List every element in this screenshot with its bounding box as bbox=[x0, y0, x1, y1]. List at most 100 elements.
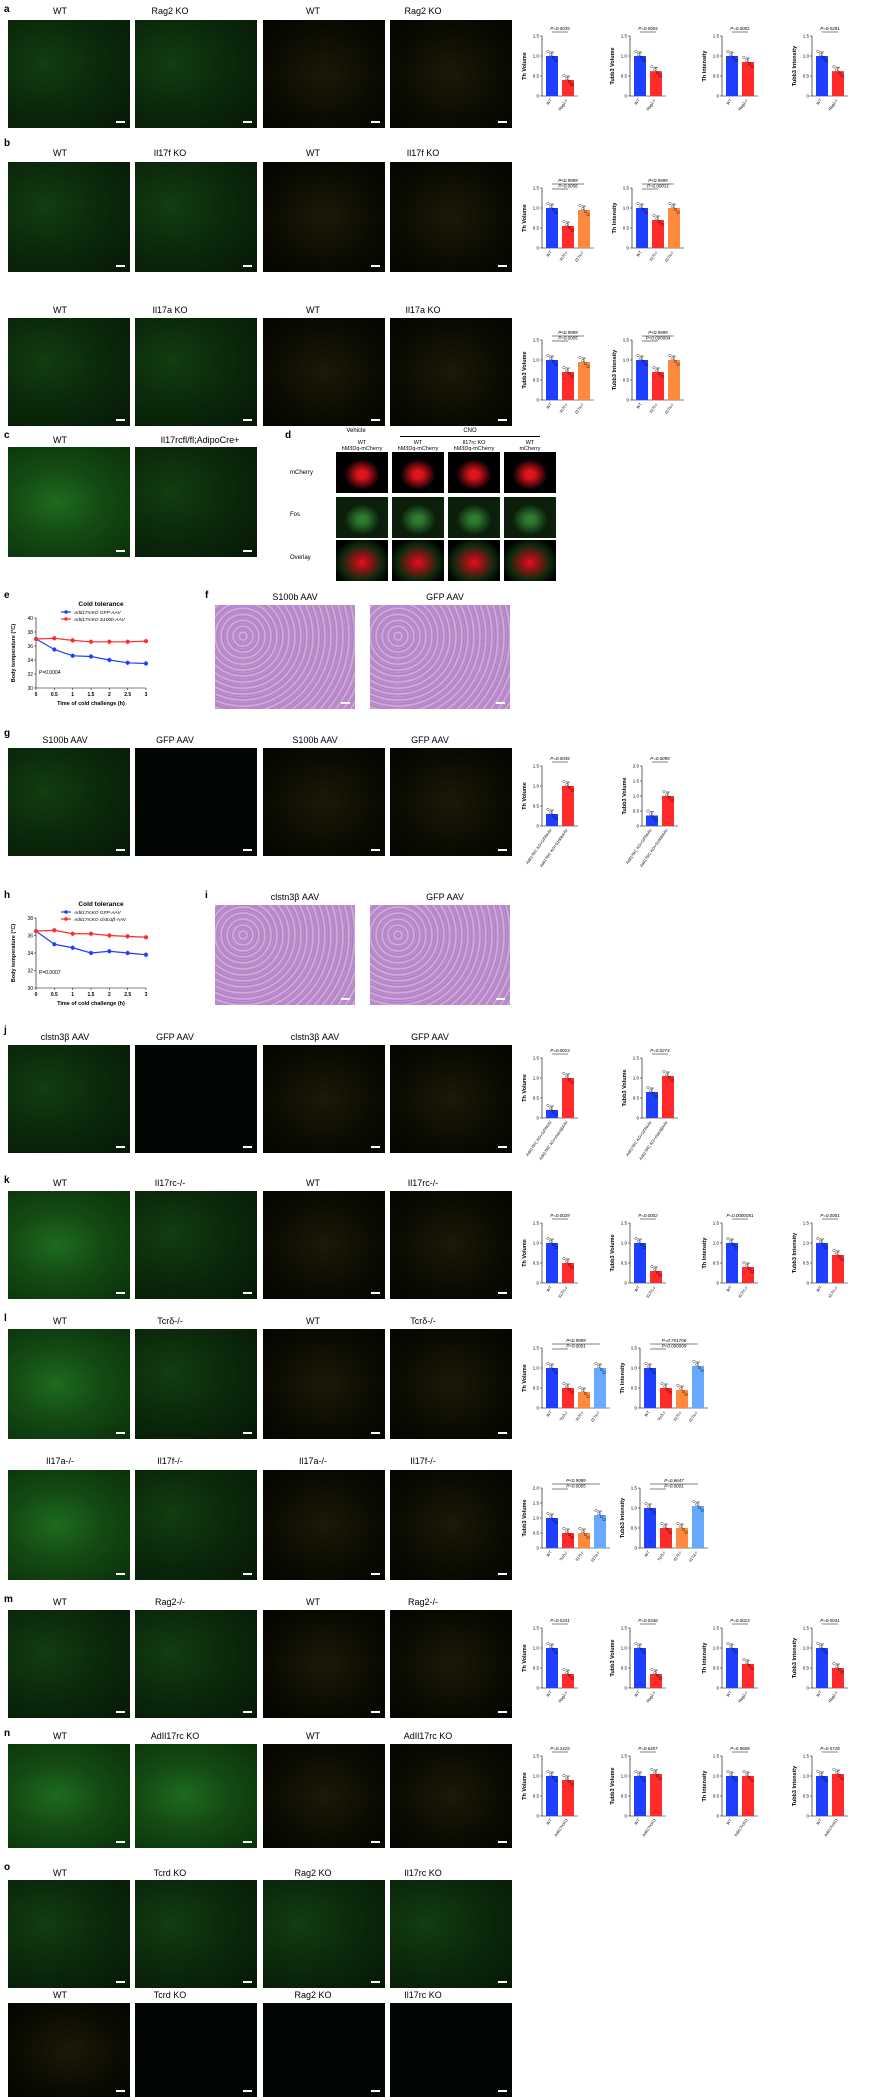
data-point bbox=[662, 790, 666, 793]
y-tick-label: 1.0 bbox=[621, 54, 628, 59]
y-tick-label: 1.5 bbox=[533, 1221, 540, 1226]
data-point bbox=[824, 1779, 828, 1782]
data-point bbox=[565, 369, 569, 372]
x-tick-label: Rag2-/- bbox=[737, 97, 749, 111]
bar bbox=[650, 1674, 662, 1688]
y-axis-label: Body temperature (°C) bbox=[11, 624, 17, 683]
bar bbox=[662, 1076, 674, 1118]
p-value: P=0.0029 bbox=[550, 1213, 570, 1218]
image-label: Tcrδ-/- bbox=[157, 1316, 183, 1326]
data-point bbox=[549, 1515, 553, 1518]
data-point bbox=[636, 202, 640, 205]
data-point bbox=[651, 1092, 655, 1095]
data-point bbox=[835, 1665, 839, 1668]
y-tick-label: 1.5 bbox=[621, 1221, 628, 1226]
p-value: P=0.0005 bbox=[558, 336, 578, 341]
data-point bbox=[747, 1776, 751, 1779]
image-label: Il17a-/- bbox=[45, 1456, 74, 1466]
micrograph-green bbox=[390, 1880, 512, 1988]
fos-micrograph bbox=[504, 497, 556, 538]
data-point bbox=[665, 1388, 669, 1391]
x-tick-label: WT bbox=[725, 97, 733, 105]
data-point bbox=[562, 1382, 566, 1385]
data-point bbox=[639, 1648, 643, 1651]
bar bbox=[546, 1110, 558, 1118]
data-point bbox=[660, 223, 664, 226]
data-point bbox=[570, 1677, 574, 1680]
bar bbox=[726, 1776, 738, 1816]
bar bbox=[578, 210, 590, 248]
data-point bbox=[734, 1651, 738, 1654]
y-tick-label: 1.5 bbox=[713, 1626, 720, 1631]
y-tick-label: 1.0 bbox=[621, 1646, 628, 1651]
x-tick-label: 2.5 bbox=[124, 692, 131, 698]
image-label: Il17a KO bbox=[405, 305, 441, 315]
data-point bbox=[646, 1086, 650, 1089]
y-tick-label: 1.0 bbox=[533, 1366, 540, 1371]
fos-micrograph bbox=[392, 497, 444, 538]
x-tick-label: Rag2-/- bbox=[557, 1689, 569, 1703]
p-value: P=0.0013 bbox=[730, 1618, 750, 1623]
data-point bbox=[567, 372, 571, 375]
data-point bbox=[549, 811, 553, 814]
data-point bbox=[562, 74, 566, 77]
data-point bbox=[676, 1522, 680, 1525]
bar-chart: Tubb3 Intensity 0 0.5 1.0 1.5 WT Rag2-/- P=0.02… bbox=[792, 26, 848, 112]
image-label: Rag2 KO bbox=[404, 6, 442, 16]
data-point bbox=[639, 205, 643, 208]
legend-marker bbox=[64, 910, 68, 914]
data-point bbox=[636, 354, 640, 357]
y-tick-label: 1.0 bbox=[803, 1241, 810, 1246]
y-tick-label: 34 bbox=[27, 951, 33, 957]
micrograph-yellow bbox=[263, 1329, 385, 1439]
data-point bbox=[570, 1266, 574, 1269]
data-point bbox=[657, 372, 661, 375]
x-tick-label: WT bbox=[815, 1284, 823, 1292]
data-point bbox=[745, 1661, 749, 1664]
data-point bbox=[637, 1645, 641, 1648]
data-point bbox=[570, 1081, 574, 1084]
data-point bbox=[602, 1518, 606, 1521]
bar bbox=[832, 1774, 844, 1816]
data-point bbox=[651, 815, 655, 819]
data-point bbox=[642, 59, 646, 62]
data-point bbox=[652, 1511, 656, 1514]
image-label: clstn3β AAV bbox=[290, 1032, 340, 1042]
data-point bbox=[729, 53, 733, 56]
data-point bbox=[551, 56, 555, 59]
data-point bbox=[551, 1110, 555, 1113]
data-point bbox=[578, 1386, 582, 1389]
panel-letter-k: k bbox=[4, 1175, 10, 1186]
fos-micrograph bbox=[448, 452, 500, 493]
x-tick-label: WT bbox=[635, 249, 643, 257]
data-point bbox=[89, 951, 93, 955]
data-point bbox=[549, 1645, 553, 1648]
y-tick-label: 1.0 bbox=[803, 1646, 810, 1651]
data-point bbox=[676, 211, 680, 214]
y-tick-label: 30 bbox=[27, 986, 33, 992]
micrograph-green bbox=[135, 1610, 257, 1718]
x-tick-label: 1.5 bbox=[88, 992, 95, 998]
data-point bbox=[647, 1505, 651, 1508]
y-tick-label: 30 bbox=[27, 686, 33, 692]
data-point bbox=[655, 1271, 659, 1274]
y-tick-label: 1.5 bbox=[533, 764, 540, 769]
micrograph-green bbox=[8, 1191, 130, 1299]
x-tick-label: WT bbox=[545, 1409, 553, 1417]
data-point bbox=[602, 1371, 606, 1374]
x-axis-label: Time of cold challenge (h) bbox=[57, 701, 125, 707]
y-tick-label: 1.0 bbox=[631, 1506, 638, 1511]
data-point bbox=[644, 363, 648, 366]
p-value: P<0.9999 bbox=[566, 1338, 586, 1343]
data-point bbox=[835, 68, 839, 72]
data-point bbox=[125, 639, 130, 644]
y-tick-label: 1.0 bbox=[713, 1774, 720, 1779]
y-tick-label: 1.5 bbox=[533, 1501, 540, 1506]
micrograph-yellow bbox=[390, 2003, 512, 2097]
y-tick-label: 0 bbox=[536, 94, 539, 99]
y-tick-label: 0 bbox=[716, 1281, 719, 1286]
data-point bbox=[549, 1107, 553, 1110]
x-tick-label: 1 bbox=[71, 692, 74, 698]
bar bbox=[546, 1518, 558, 1548]
micrograph-green bbox=[8, 20, 130, 128]
